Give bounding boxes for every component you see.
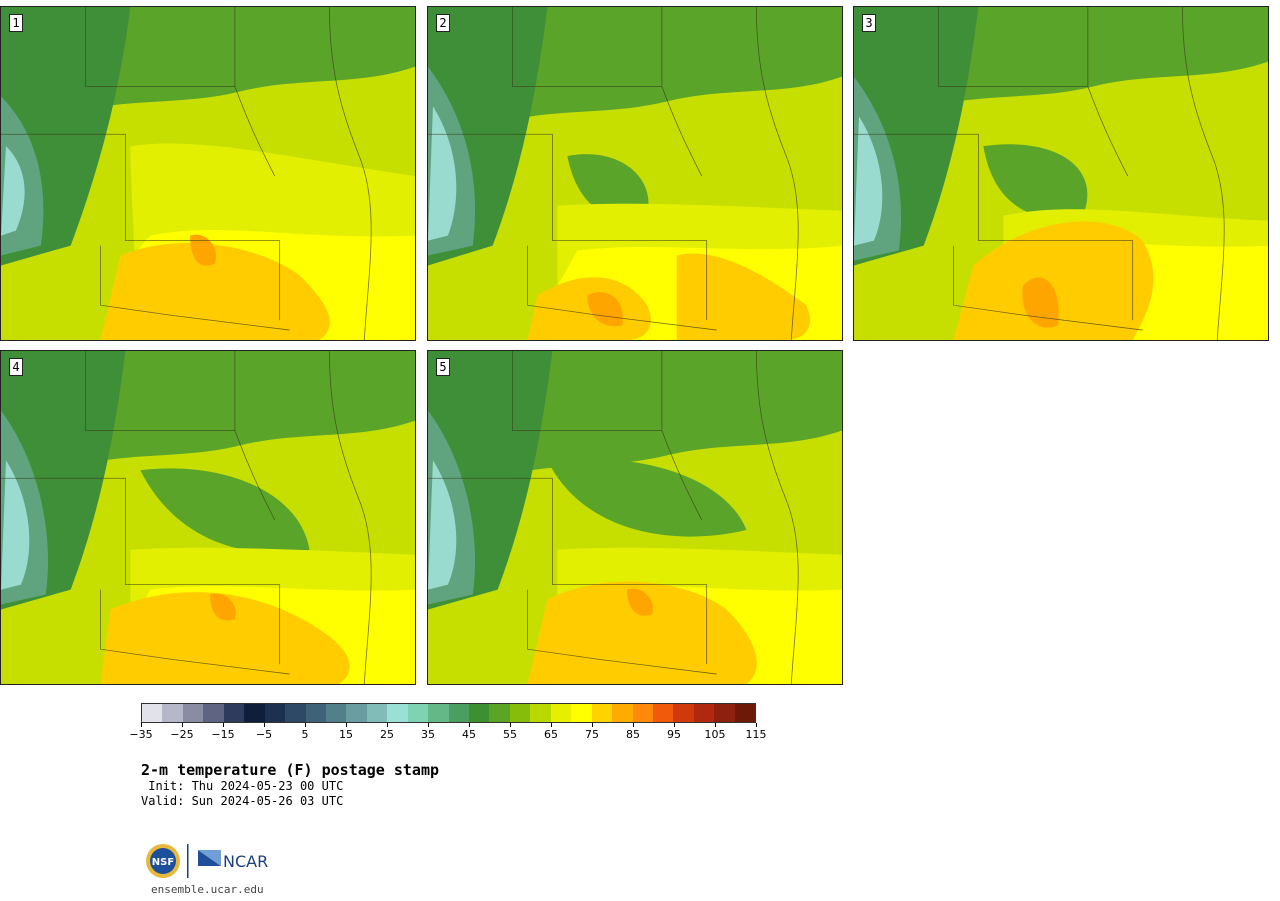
colorbar-tick <box>551 723 552 727</box>
map-panel-2[interactable]: 2 <box>427 6 843 341</box>
colorbar-swatch <box>550 704 572 722</box>
colorbar-swatch <box>428 704 449 722</box>
init-time: Init: Thu 2024-05-23 00 UTC <box>141 779 344 793</box>
nsf-logo-text: NSF <box>152 857 174 868</box>
colorbar-tick <box>305 723 306 727</box>
nsf-ncar-logo: NSF NCAR <box>146 844 268 878</box>
colorbar-swatch <box>325 704 347 722</box>
colorbar-tick <box>182 723 183 727</box>
colorbar-tick <box>223 723 224 727</box>
colorbar-swatch <box>571 704 592 722</box>
colorbar-tick <box>428 723 429 727</box>
colorbar-swatch <box>407 704 429 722</box>
colorbar-tick-label: 15 <box>339 728 353 741</box>
temperature-colorbar <box>141 703 756 723</box>
colorbar-tick-label: 95 <box>667 728 681 741</box>
colorbar-swatch <box>162 704 183 722</box>
colorbar-swatch <box>366 704 388 722</box>
colorbar-swatch <box>182 704 204 722</box>
colorbar-tick <box>633 723 634 727</box>
member-label: 2 <box>436 14 450 32</box>
map-panel-3[interactable]: 3 <box>853 6 1269 341</box>
plot-title: 2-m temperature (F) postage stamp <box>141 761 440 779</box>
colorbar-swatch <box>223 704 245 722</box>
colorbar-tick-label: −25 <box>170 728 194 741</box>
colorbar-swatch <box>264 704 286 722</box>
colorbar-tick-label: 45 <box>462 728 476 741</box>
colorbar-tick <box>756 723 757 727</box>
colorbar-swatch <box>346 704 367 722</box>
colorbar-tick-label: 55 <box>503 728 517 741</box>
colorbar-tick-label: 35 <box>421 728 435 741</box>
colorbar-tick <box>469 723 470 727</box>
map-panel-4[interactable]: 4 <box>0 350 416 685</box>
colorbar-swatch <box>448 704 469 722</box>
valid-time: Valid: Sun 2024-05-26 03 UTC <box>141 794 344 808</box>
colorbar-tick <box>715 723 716 727</box>
colorbar-tick-label: 5 <box>301 728 309 741</box>
colorbar-tick-label: −5 <box>255 728 273 741</box>
colorbar-tick-label: 65 <box>544 728 558 741</box>
colorbar-swatch <box>612 704 633 722</box>
colorbar-tick-label: −35 <box>129 728 153 741</box>
colorbar-swatch <box>693 704 715 722</box>
colorbar-swatch <box>469 704 490 722</box>
colorbar-tick-label: 25 <box>380 728 394 741</box>
colorbar-swatch <box>305 704 326 722</box>
colorbar-tick <box>592 723 593 727</box>
colorbar-swatch <box>489 704 510 722</box>
member-label: 4 <box>9 358 23 376</box>
colorbar-tick-label: −15 <box>211 728 235 741</box>
ncar-logo-text: NCAR <box>223 852 268 871</box>
map-panel-1[interactable]: 1 <box>0 6 416 341</box>
site-link[interactable]: ensemble.ucar.edu <box>151 883 264 896</box>
member-label: 1 <box>9 14 23 32</box>
colorbar-swatch <box>387 704 408 722</box>
colorbar-swatch <box>714 704 735 722</box>
colorbar-swatch <box>244 704 265 722</box>
colorbar-tick <box>510 723 511 727</box>
member-label: 5 <box>436 358 450 376</box>
colorbar-swatch <box>652 704 674 722</box>
map-panel-5[interactable]: 5 <box>427 350 843 685</box>
colorbar-ticks: −35 −25 −15 −5 5 15 25 35 45 55 65 75 85 95 105 115 <box>129 723 767 745</box>
member-label: 3 <box>862 14 876 32</box>
colorbar-tick-label: 85 <box>626 728 640 741</box>
colorbar-swatch <box>673 704 694 722</box>
logos[interactable]: NSF NCAR <box>145 842 285 882</box>
colorbar-tick <box>141 723 142 727</box>
colorbar-swatch <box>632 704 653 722</box>
colorbar-tick <box>264 723 265 727</box>
colorbar-tick <box>387 723 388 727</box>
colorbar-tick <box>674 723 675 727</box>
colorbar-tick <box>346 723 347 727</box>
colorbar-swatch <box>142 704 163 722</box>
colorbar-swatch <box>509 704 531 722</box>
colorbar-swatch <box>591 704 613 722</box>
colorbar-swatch <box>203 704 224 722</box>
colorbar-swatch <box>530 704 551 722</box>
colorbar-tick-label: 75 <box>585 728 599 741</box>
colorbar-tick-label: 105 <box>704 728 726 741</box>
colorbar-tick-label: 115 <box>745 728 767 741</box>
colorbar-swatch <box>734 704 756 722</box>
colorbar-swatch <box>285 704 306 722</box>
